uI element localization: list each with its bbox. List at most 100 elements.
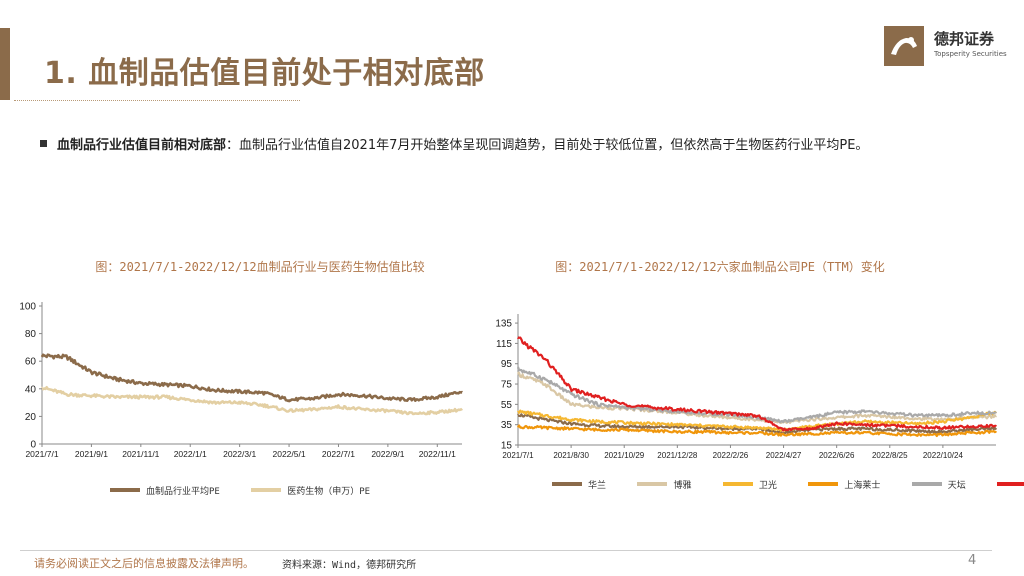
data-point <box>942 414 944 417</box>
data-point <box>436 396 439 398</box>
legend-item: 医药生物（申万）PE <box>251 484 370 497</box>
data-point <box>411 399 414 401</box>
data-point <box>676 408 679 411</box>
disclosure-link[interactable]: 请务必阅读正文之后的信息披露及法律声明。 <box>34 557 254 570</box>
data-point <box>90 394 93 397</box>
data-point <box>942 418 944 421</box>
data-point <box>596 424 599 427</box>
data-point <box>623 403 626 406</box>
data-point <box>703 410 705 413</box>
y-tick-label: 115 <box>496 339 512 350</box>
data-point <box>942 430 944 433</box>
data-point <box>835 416 838 419</box>
data-point <box>623 428 626 431</box>
data-point <box>596 403 599 406</box>
data-point <box>888 421 891 424</box>
data-point <box>729 416 732 419</box>
series-line-2 <box>41 386 463 416</box>
data-point <box>995 415 997 418</box>
chart1-legend: 血制品行业平均PE 医药生物（申万）PE <box>110 484 370 497</box>
chart1-title: 图：2021/7/1-2022/12/12血制品行业与医药生物估值比较 <box>95 260 425 274</box>
data-point <box>968 428 971 431</box>
data-point <box>570 418 572 421</box>
data-point <box>995 424 997 427</box>
data-point <box>312 408 315 411</box>
data-point <box>543 418 546 421</box>
data-point <box>649 408 652 411</box>
legend-item: 卫光 <box>722 478 777 491</box>
data-point <box>164 396 167 398</box>
data-point <box>362 394 364 397</box>
data-point <box>337 393 340 396</box>
data-point <box>888 433 891 435</box>
data-point <box>782 428 785 431</box>
data-point <box>862 410 865 413</box>
data-point <box>288 399 290 401</box>
x-tick-label: 2022/8/25 <box>872 451 908 460</box>
data-point <box>862 432 865 434</box>
data-point <box>968 432 971 434</box>
logo-mark-icon <box>884 26 924 66</box>
data-point <box>835 427 838 430</box>
data-point <box>189 385 192 387</box>
y-tick-label: 100 <box>20 302 36 313</box>
data-point <box>729 425 732 428</box>
logo-name: 德邦证券 <box>934 30 995 48</box>
data-point <box>995 427 997 430</box>
title-divider <box>14 100 300 101</box>
data-point <box>915 434 918 436</box>
summary-bullet: 血制品行业估值目前相对底部：血制品行业估值自2021年7月开始整体呈现回调趋势，… <box>40 134 868 153</box>
data-point <box>862 423 865 426</box>
data-point <box>140 396 142 398</box>
chart1-plot: 0 20 40 60 80 100 2021/7/1 2021/9/1 2021/11/1 202… <box>20 302 463 459</box>
data-point <box>942 434 944 436</box>
legend-item: 上海莱士 <box>808 478 880 491</box>
x-tick-label: 2021/8/30 <box>553 451 589 460</box>
data-point <box>809 416 811 419</box>
data-point <box>543 357 546 360</box>
data-point <box>570 393 572 395</box>
data-point <box>543 378 546 380</box>
bullet-lead: 血制品行业估值目前相对底部 <box>57 138 227 153</box>
legend-swatch <box>997 482 1024 486</box>
footer-divider <box>20 550 992 551</box>
legend-swatch <box>911 482 942 486</box>
legend-swatch <box>110 488 140 492</box>
data-point <box>238 401 241 404</box>
data-point <box>915 429 918 432</box>
page-title: 1. 血制品估值目前处于相对底部 <box>44 56 485 91</box>
data-point <box>835 411 838 414</box>
data-point <box>517 410 519 413</box>
legend-swatch <box>722 482 753 486</box>
data-point <box>942 420 944 423</box>
data-point <box>968 412 971 415</box>
data-point <box>729 432 732 434</box>
legend-label: 华兰 <box>588 481 607 491</box>
data-point <box>90 371 93 374</box>
chart2-legend: 华兰 博雅 卫光 上海莱士 天坛 派林 <box>552 478 1024 491</box>
data-point <box>915 422 918 425</box>
x-tick-label: 2022/9/1 <box>371 449 404 459</box>
data-point <box>888 428 891 431</box>
legend-label: 上海莱士 <box>844 481 881 491</box>
y-tick-label: 95 <box>501 359 513 370</box>
x-tick-label: 2022/6/26 <box>819 451 855 460</box>
legend-label: 博雅 <box>673 481 692 491</box>
data-point <box>411 412 414 415</box>
data-point <box>570 422 572 425</box>
legend-swatch <box>808 482 839 486</box>
legend-swatch <box>251 488 282 492</box>
data-point <box>756 414 758 417</box>
data-point <box>570 388 572 390</box>
data-point <box>596 420 599 423</box>
data-source: 资料来源：Wind，德邦研究所 <box>282 560 417 571</box>
data-point <box>517 413 519 416</box>
data-point <box>623 421 626 424</box>
data-point <box>888 424 891 427</box>
chart2-title: 图：2021/7/1-2022/12/12六家血制品公司PE（TTM）变化 <box>555 260 885 274</box>
x-tick-label: 2022/11/1 <box>419 449 456 459</box>
data-point <box>888 415 891 418</box>
data-point <box>703 430 705 433</box>
data-point <box>809 427 811 430</box>
legend-item: 华兰 <box>552 478 606 491</box>
